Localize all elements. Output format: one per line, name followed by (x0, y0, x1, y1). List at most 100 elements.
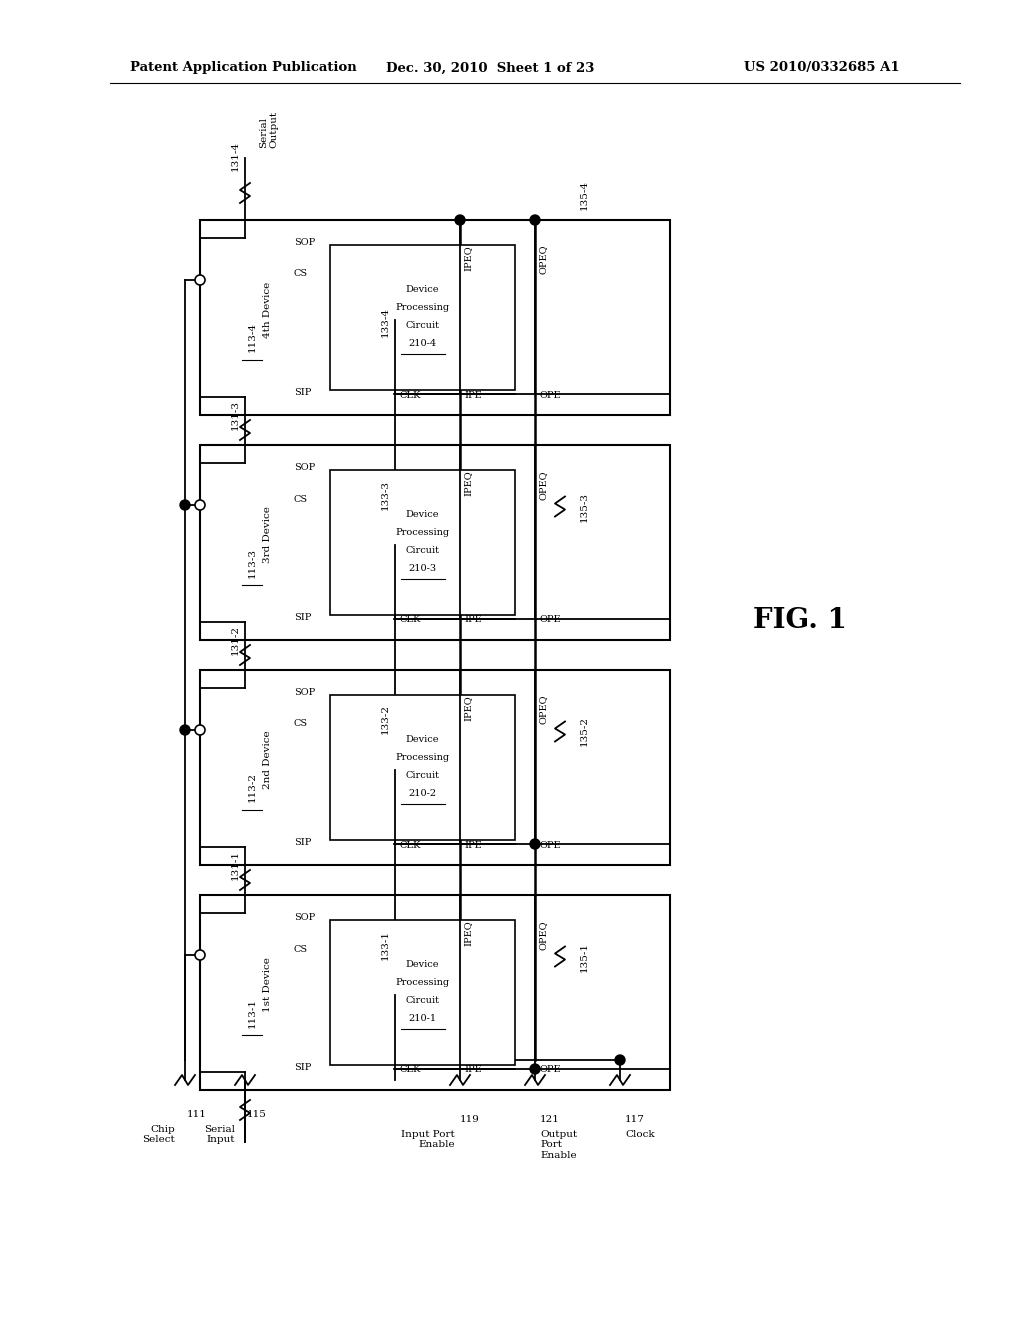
Bar (200, 445, 670, 640)
Bar (330, 246, 515, 389)
Text: OPE: OPE (539, 615, 560, 624)
Text: 1st Device: 1st Device (263, 957, 272, 1012)
Text: 135-4: 135-4 (580, 180, 589, 210)
Text: Device: Device (406, 960, 439, 969)
Text: 113-4: 113-4 (248, 322, 256, 352)
Text: Serial
Input: Serial Input (204, 1125, 234, 1144)
Text: OPE: OPE (539, 1065, 560, 1074)
Text: 111: 111 (187, 1110, 207, 1119)
Text: 115: 115 (247, 1110, 267, 1119)
Text: 131-3: 131-3 (231, 400, 240, 430)
Text: Device: Device (406, 735, 439, 744)
Text: CLK: CLK (400, 615, 421, 624)
Circle shape (195, 725, 205, 735)
Text: CLK: CLK (400, 391, 421, 400)
Text: Dec. 30, 2010  Sheet 1 of 23: Dec. 30, 2010 Sheet 1 of 23 (386, 62, 594, 74)
Text: 4th Device: 4th Device (263, 281, 272, 338)
Text: 133-3: 133-3 (381, 479, 390, 510)
Circle shape (615, 1055, 625, 1065)
Text: Patent Application Publication: Patent Application Publication (130, 62, 356, 74)
Text: Chip
Select: Chip Select (142, 1125, 175, 1144)
Text: 135-2: 135-2 (580, 717, 589, 747)
Text: Processing: Processing (395, 752, 450, 762)
Circle shape (195, 275, 205, 285)
Text: Circuit: Circuit (406, 997, 439, 1005)
Circle shape (195, 500, 205, 510)
Text: Processing: Processing (395, 978, 450, 987)
Text: 133-2: 133-2 (381, 705, 390, 734)
Bar (330, 470, 515, 615)
Text: 121: 121 (540, 1115, 560, 1125)
Text: 113-1: 113-1 (248, 998, 256, 1027)
Text: CLK: CLK (400, 1065, 421, 1074)
Text: SOP: SOP (294, 913, 315, 921)
Text: IPE: IPE (464, 391, 481, 400)
Text: IPE: IPE (464, 615, 481, 624)
Text: OPEQ: OPEQ (539, 246, 548, 275)
Circle shape (530, 1064, 540, 1074)
Text: Circuit: Circuit (406, 546, 439, 554)
Bar (200, 895, 670, 1090)
Text: FIG. 1: FIG. 1 (753, 606, 847, 634)
Text: Processing: Processing (395, 304, 450, 312)
Text: CS: CS (294, 495, 308, 503)
Text: Device: Device (406, 510, 439, 519)
Text: 210-3: 210-3 (409, 564, 436, 573)
Text: OPEQ: OPEQ (539, 470, 548, 499)
Text: 113-2: 113-2 (248, 772, 256, 803)
Text: OPE: OPE (539, 841, 560, 850)
Text: 117: 117 (625, 1115, 645, 1125)
Text: SIP: SIP (294, 612, 311, 622)
Text: OPEQ: OPEQ (539, 920, 548, 949)
Text: Serial
Output: Serial Output (259, 111, 279, 148)
Circle shape (180, 500, 190, 510)
Text: SOP: SOP (294, 238, 315, 247)
Text: 119: 119 (460, 1115, 480, 1125)
Text: SOP: SOP (294, 688, 315, 697)
Text: 135-3: 135-3 (580, 491, 589, 521)
Bar (200, 671, 670, 865)
Circle shape (195, 950, 205, 960)
Circle shape (530, 840, 540, 849)
Text: 133-1: 133-1 (381, 929, 390, 960)
Text: 131-2: 131-2 (231, 624, 240, 655)
Text: Device: Device (406, 285, 439, 294)
Text: SIP: SIP (294, 388, 311, 397)
Text: OPEQ: OPEQ (539, 696, 548, 725)
Circle shape (530, 215, 540, 224)
Text: Processing: Processing (395, 528, 450, 537)
Text: Output
Port
Enable: Output Port Enable (540, 1130, 578, 1160)
Text: 210-4: 210-4 (409, 339, 436, 348)
Text: Clock: Clock (625, 1130, 654, 1139)
Text: IPE: IPE (464, 1065, 481, 1074)
Text: Circuit: Circuit (406, 321, 439, 330)
Bar (200, 220, 670, 414)
Text: CLK: CLK (400, 841, 421, 850)
Text: CS: CS (294, 945, 308, 953)
Text: IPEQ: IPEQ (464, 470, 472, 495)
Text: Circuit: Circuit (406, 771, 439, 780)
Polygon shape (390, 1065, 399, 1073)
Text: Input Port
Enable: Input Port Enable (401, 1130, 455, 1150)
Circle shape (180, 725, 190, 735)
Text: SOP: SOP (294, 463, 315, 473)
Text: OPE: OPE (539, 391, 560, 400)
Text: CS: CS (294, 719, 308, 729)
Text: 131-1: 131-1 (231, 850, 240, 880)
Text: 3rd Device: 3rd Device (263, 506, 272, 562)
Text: 133-4: 133-4 (381, 308, 390, 337)
Text: 135-1: 135-1 (580, 941, 589, 972)
Text: SIP: SIP (294, 1063, 311, 1072)
Text: IPEQ: IPEQ (464, 696, 472, 721)
Text: IPEQ: IPEQ (464, 246, 472, 271)
Polygon shape (390, 389, 399, 399)
Text: IPEQ: IPEQ (464, 920, 472, 945)
Text: US 2010/0332685 A1: US 2010/0332685 A1 (744, 62, 900, 74)
Polygon shape (390, 840, 399, 847)
Bar (330, 696, 515, 840)
Text: 2nd Device: 2nd Device (263, 730, 272, 789)
Circle shape (455, 215, 465, 224)
Bar (330, 920, 515, 1065)
Text: 210-2: 210-2 (409, 789, 436, 799)
Text: CS: CS (294, 269, 308, 279)
